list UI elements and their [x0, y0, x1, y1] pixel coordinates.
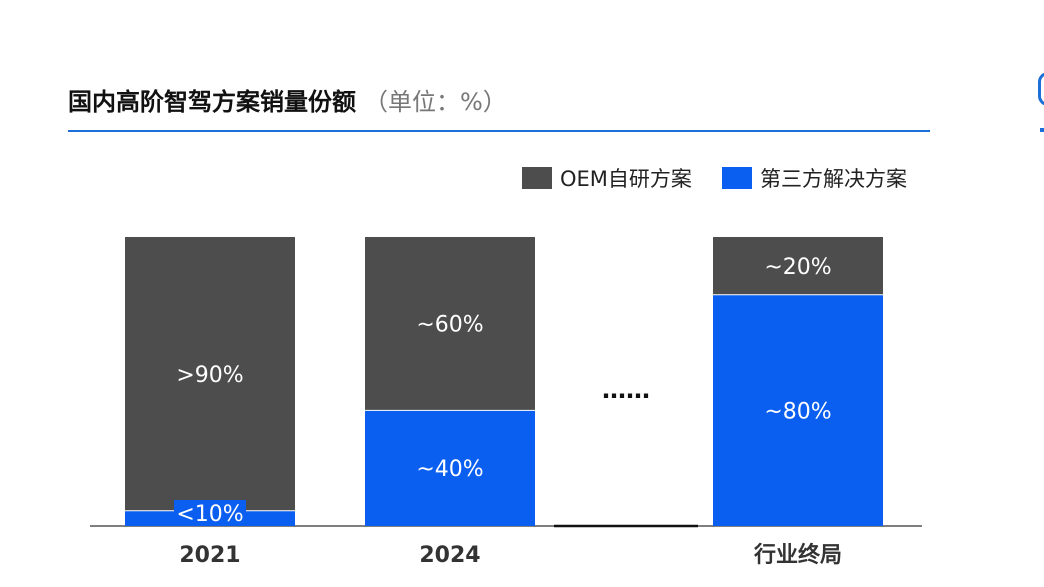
bar-oem-行业终局 — [713, 237, 883, 295]
bar-oem-2021 — [125, 237, 295, 511]
value-label-oem-2021: >90% — [176, 363, 243, 388]
legend-swatch-third-party — [722, 167, 752, 189]
value-label-third-party-2021: <10% — [176, 502, 243, 527]
category-label-2024: 2024 — [419, 543, 480, 568]
gap-ellipsis: …… — [602, 376, 650, 404]
value-label-third-party-行业终局: ~80% — [764, 399, 831, 424]
legend-label-oem: OEM自研方案 — [560, 167, 692, 191]
value-label-oem-2024: ~60% — [416, 313, 483, 338]
value-label-bg-third-party-2021 — [174, 500, 246, 526]
chart-title: 国内高阶智驾方案销量份额 — [68, 88, 356, 116]
legend-swatch-oem — [522, 167, 552, 189]
bar-oem-2024 — [365, 237, 535, 411]
category-label-2021: 2021 — [179, 543, 240, 568]
chart-title-row: 国内高阶智驾方案销量份额 （单位：%） — [68, 82, 507, 117]
value-label-third-party-2024: ~40% — [416, 457, 483, 482]
legend-item-oem: OEM自研方案 — [522, 165, 692, 191]
category-label-行业终局: 行业终局 — [753, 542, 842, 568]
legend-label-third-party: 第三方解决方案 — [760, 167, 907, 191]
value-label-oem-行业终局: ~20% — [764, 255, 831, 280]
bar-third-party-2024 — [365, 410, 535, 526]
title-divider — [68, 130, 930, 132]
bar-third-party-行业终局 — [713, 294, 883, 526]
edge-decoration-dot — [1040, 128, 1044, 132]
chart-unit-note: （单位：%） — [364, 88, 507, 116]
legend-item-third-party: 第三方解决方案 — [722, 165, 907, 191]
